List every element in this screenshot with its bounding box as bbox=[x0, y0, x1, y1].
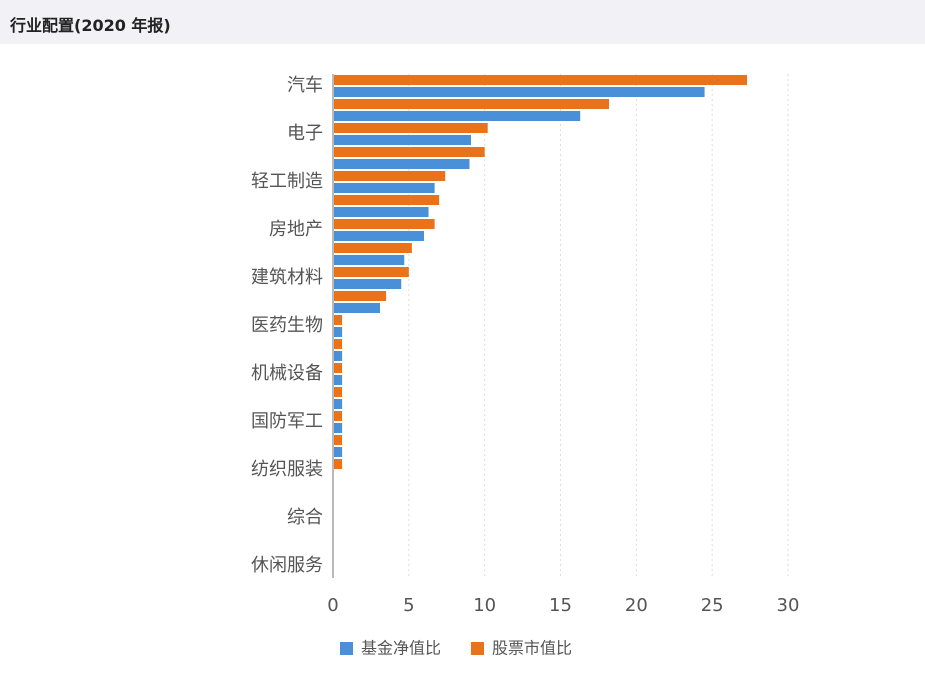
y-tick-label: 电子 bbox=[287, 123, 323, 144]
y-tick-label: 纺织服装 bbox=[251, 459, 323, 480]
bar bbox=[333, 87, 705, 97]
title: 行业配置(2020 年报) bbox=[10, 16, 171, 35]
legend-label: 股票市值比 bbox=[492, 639, 572, 658]
bar bbox=[333, 279, 402, 289]
y-tick-label: 房地产 bbox=[269, 219, 323, 240]
y-tick-label: 休闲服务 bbox=[251, 555, 323, 576]
bar bbox=[333, 123, 488, 133]
bar bbox=[333, 255, 405, 265]
bar bbox=[333, 363, 343, 373]
bar bbox=[333, 75, 748, 85]
bar bbox=[333, 219, 435, 229]
header: 行业配置(2020 年报) bbox=[0, 0, 925, 44]
bar bbox=[333, 135, 472, 145]
bar bbox=[333, 171, 446, 181]
bar bbox=[333, 339, 343, 349]
legend-swatch bbox=[340, 642, 353, 655]
bar bbox=[333, 303, 381, 313]
bar bbox=[333, 243, 412, 253]
bar bbox=[333, 159, 470, 169]
bar bbox=[333, 183, 435, 193]
bar bbox=[333, 207, 429, 217]
y-tick-label: 轻工制造 bbox=[251, 171, 323, 192]
y-tick-label: 医药生物 bbox=[251, 315, 323, 336]
x-tick-label: 10 bbox=[473, 595, 496, 616]
bar bbox=[333, 195, 440, 205]
y-tick-label: 国防军工 bbox=[251, 411, 323, 432]
bar bbox=[333, 231, 424, 241]
y-tick-label: 机械设备 bbox=[251, 363, 323, 384]
bar bbox=[333, 291, 387, 301]
x-tick-label: 20 bbox=[625, 595, 648, 616]
legend-swatch bbox=[471, 642, 484, 655]
bar bbox=[333, 99, 610, 109]
x-tick-label: 5 bbox=[403, 595, 414, 616]
y-tick-label: 汽车 bbox=[287, 75, 323, 96]
bar bbox=[333, 399, 343, 409]
bar bbox=[333, 423, 343, 433]
bar bbox=[333, 387, 343, 397]
x-tick-label: 30 bbox=[777, 595, 800, 616]
x-tick-label: 0 bbox=[327, 595, 338, 616]
y-tick-label: 综合 bbox=[287, 507, 323, 528]
x-tick-label: 25 bbox=[701, 595, 724, 616]
x-tick-label: 15 bbox=[549, 595, 572, 616]
bar bbox=[333, 315, 343, 325]
bar bbox=[333, 435, 343, 445]
bar bbox=[333, 447, 343, 457]
bar bbox=[333, 375, 343, 385]
bar bbox=[333, 147, 485, 157]
bar bbox=[333, 111, 581, 121]
bar bbox=[333, 327, 343, 337]
bar bbox=[333, 459, 343, 469]
bar bbox=[333, 351, 343, 361]
legend-label: 基金净值比 bbox=[361, 639, 441, 658]
y-tick-label: 建筑材料 bbox=[251, 267, 323, 288]
bar bbox=[333, 267, 409, 277]
bar bbox=[333, 411, 343, 421]
